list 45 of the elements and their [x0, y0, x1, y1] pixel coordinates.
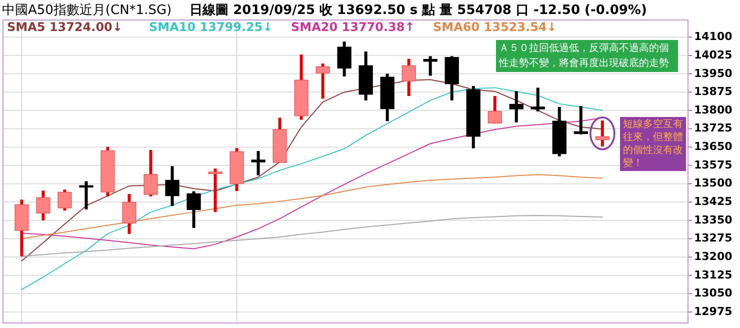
text: SMA60 13523.54↓ — [433, 20, 557, 34]
text: SMA10 13799.25↓ — [149, 20, 273, 34]
line-series — [21, 87, 603, 290]
candlestick — [165, 166, 180, 206]
y-tick-label: 13800 — [694, 103, 733, 116]
line-series — [21, 214, 603, 257]
y-tick-label: 13650 — [694, 140, 733, 154]
candlestick — [337, 42, 352, 76]
chart-title: 中國A50指數近月(CN*1.SG) — [2, 3, 172, 18]
candlestick — [530, 88, 545, 112]
y-tick-label: 13275 — [694, 232, 732, 245]
text: SMA20 13770.38↑ — [291, 20, 415, 34]
y-tick-label: 13950 — [694, 66, 733, 80]
candlestick — [58, 190, 72, 211]
y-tick-label: 13500 — [694, 176, 733, 190]
candlestick — [574, 106, 588, 134]
candlestick — [509, 91, 524, 122]
candlestick — [122, 194, 136, 234]
candlestick — [402, 58, 416, 96]
candlestick — [36, 190, 50, 220]
y-tick-label: 12975 — [694, 305, 732, 318]
candlestick — [144, 150, 158, 196]
text: SMA5 13724.00↓ — [7, 20, 122, 34]
y-tick-label: 13200 — [694, 250, 733, 264]
y-tick-label: 13125 — [694, 268, 732, 282]
candlestick — [488, 96, 502, 124]
y-tick-label: 13575 — [694, 158, 732, 172]
y-tick-label: 13725 — [694, 122, 732, 135]
y-tick-label: 13350 — [694, 213, 733, 226]
candlestick — [316, 63, 330, 99]
candlestick — [423, 56, 438, 76]
candlestick — [251, 150, 266, 176]
candlestick — [595, 120, 610, 146]
line-series — [21, 174, 603, 240]
y-tick-label: 13875 — [694, 85, 732, 98]
chart-subtitle: 日線圖 2019/09/25 收 13692.50 s 點 量 554708 口 -12.50 (-0.09%) — [190, 3, 647, 18]
y-tick-label: 14100 — [694, 30, 733, 44]
y-tick-label: 13425 — [694, 195, 732, 208]
candlestick — [186, 191, 201, 228]
y-tick-label: 13050 — [694, 286, 733, 300]
candlestick — [208, 168, 222, 212]
candlestick — [79, 181, 94, 210]
text: 短線多空互有往來，但整體的個性沒有改變！ — [620, 117, 686, 171]
annotation: Ａ５０拉回低過低，反彈高不過高的個性走勢不變，將會再度出現破底的走勢 — [496, 40, 678, 72]
y-tick-label: 14025 — [694, 48, 732, 62]
